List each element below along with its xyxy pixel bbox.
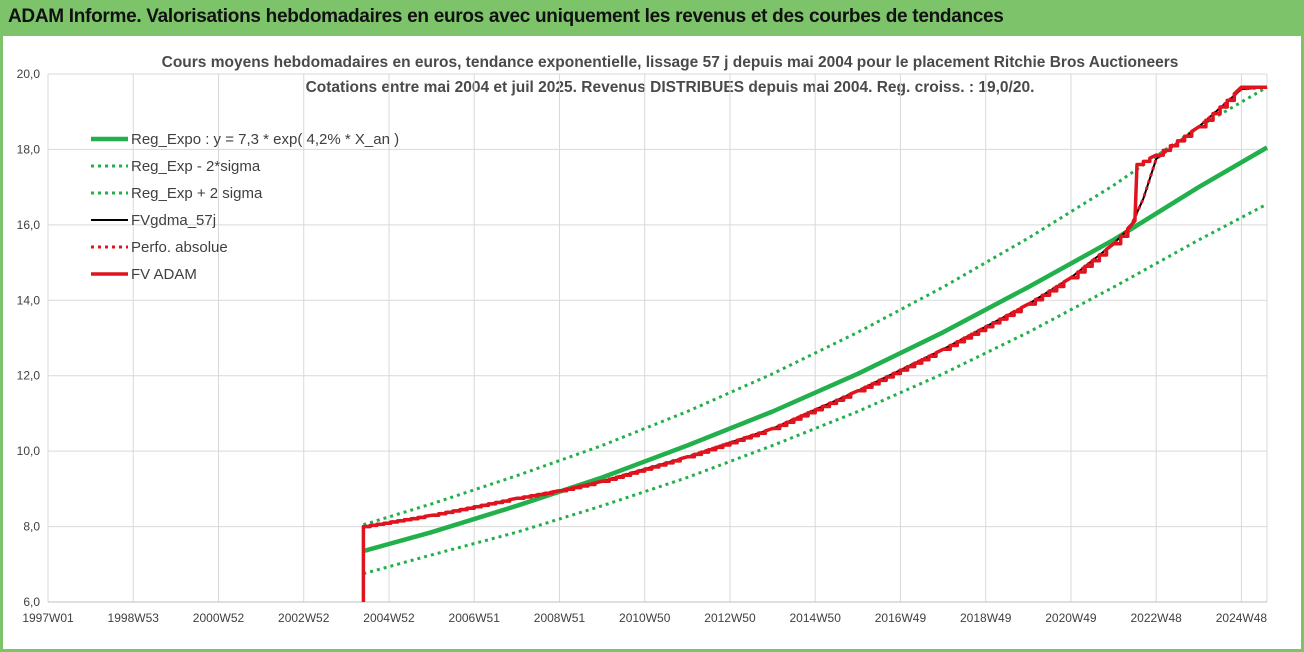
y-tick-label: 14,0 xyxy=(17,293,41,307)
x-tick-label: 2018W49 xyxy=(960,611,1012,625)
legend: Reg_Expo : y = 7,3 * exp( 4,2% * X_an ) R… xyxy=(91,131,399,283)
legend-label: FV ADAM xyxy=(131,266,197,283)
x-tick-label: 2002W52 xyxy=(278,611,330,625)
y-tick-label: 20,0 xyxy=(17,67,41,81)
x-tick-label: 2000W52 xyxy=(193,611,245,625)
series-line-2 xyxy=(362,85,1268,527)
x-tick-label: 2014W50 xyxy=(790,611,842,625)
legend-label: Perfo. absolue xyxy=(131,239,228,256)
series-lines xyxy=(361,85,1269,602)
x-tick-label: 1997W01 xyxy=(22,611,74,625)
legend-label: FVgdma_57j xyxy=(131,212,216,229)
header-bar: ADAM Informe. Valorisations hebdomadaire… xyxy=(0,0,1304,36)
x-tick-label: 2020W49 xyxy=(1045,611,1097,625)
x-tick-label: 1998W53 xyxy=(108,611,160,625)
x-tick-label: 2016W49 xyxy=(875,611,927,625)
grid xyxy=(47,73,1268,603)
y-tick-label: 18,0 xyxy=(17,142,41,156)
x-tick-label: 2012W50 xyxy=(704,611,756,625)
series-line-1 xyxy=(363,202,1268,576)
x-tick-label: 2006W51 xyxy=(449,611,501,625)
axis-ticks: 6,0 8,0 10,0 12,0 14,0 16,0 18,0 20,0 1997W01 199… xyxy=(17,67,1268,625)
legend-label: Reg_Exp - 2*sigma xyxy=(131,158,261,175)
y-tick-label: 10,0 xyxy=(17,444,41,458)
chart-subtitle: Cotations entre mai 2004 et juil 2025. R… xyxy=(305,79,1035,96)
chart-title: Cours moyens hebdomadaires en euros, ten… xyxy=(161,54,1179,71)
y-tick-label: 12,0 xyxy=(17,369,41,383)
legend-label: Reg_Expo : y = 7,3 * exp( 4,2% * X_an ) xyxy=(131,131,399,148)
page-title: ADAM Informe. Valorisations hebdomadaire… xyxy=(8,6,1004,27)
x-tick-label: 2010W50 xyxy=(619,611,671,625)
x-tick-label: 2022W48 xyxy=(1130,611,1182,625)
x-tick-label: 2004W52 xyxy=(363,611,415,625)
legend-label: Reg_Exp + 2 sigma xyxy=(131,185,263,202)
y-tick-label: 6,0 xyxy=(23,595,40,609)
x-tick-label: 2024W48 xyxy=(1216,611,1268,625)
y-tick-label: 16,0 xyxy=(17,218,41,232)
x-tick-label: 2008W51 xyxy=(534,611,586,625)
y-tick-label: 8,0 xyxy=(23,520,40,534)
